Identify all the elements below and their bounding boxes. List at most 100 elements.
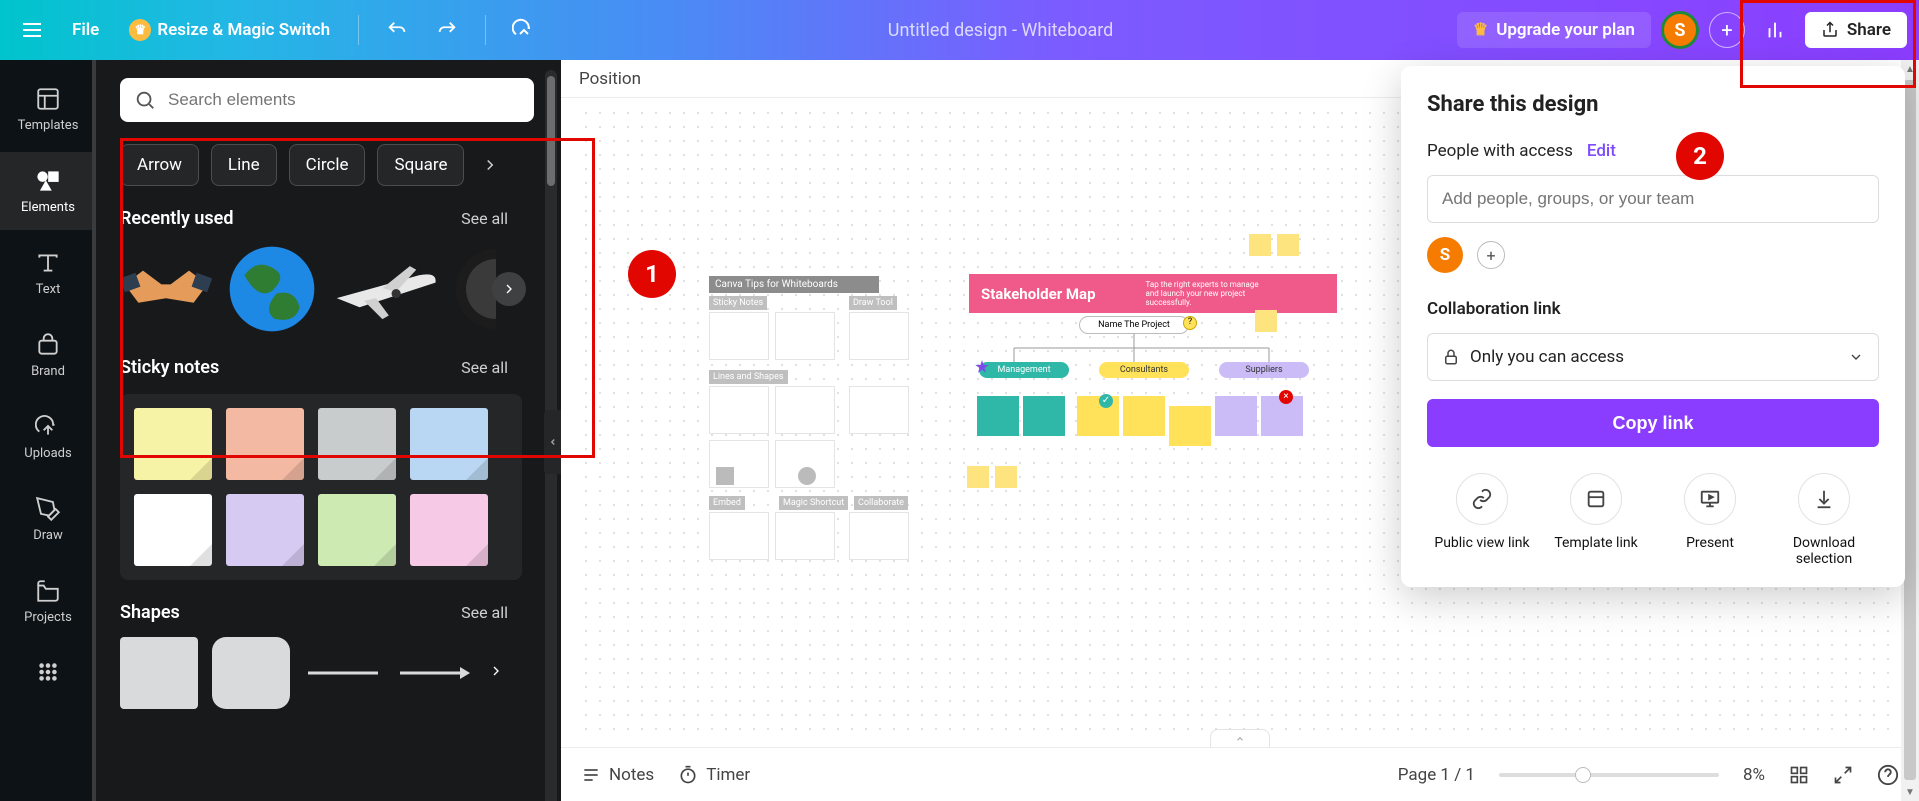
canvas-card[interactable] [709,386,769,434]
canvas-sticky[interactable] [1023,396,1065,436]
sticky-note-thumb[interactable] [410,494,488,566]
canvas-sticky[interactable] [967,466,989,488]
search-input[interactable] [168,90,520,110]
rail-templates[interactable]: Templates [0,70,96,148]
rail-uploads[interactable]: Uploads [0,398,96,476]
page-indicator[interactable]: Page 1 / 1 [1398,765,1475,785]
rail-label: Elements [21,200,75,215]
chevron-down-icon [1848,349,1864,365]
element-thumb[interactable] [456,249,496,329]
sticky-note-thumb[interactable] [318,494,396,566]
pill-management[interactable]: Management [979,362,1069,378]
recent-scroll-right-icon[interactable] [492,272,526,306]
rail-draw[interactable]: Draw [0,480,96,558]
chip-scroll-right-icon[interactable] [476,151,504,179]
shape-arrow[interactable] [396,637,474,709]
canvas-card[interactable] [775,512,835,560]
shapes-see-all[interactable]: See all [461,603,508,622]
sticky-note-thumb[interactable] [134,408,212,480]
download-selection[interactable]: Download selection [1769,473,1879,567]
rail-elements[interactable]: Elements [0,152,96,230]
cloud-sync-icon[interactable] [504,10,544,50]
canvas-card[interactable] [849,386,909,434]
menu-icon[interactable] [12,10,52,50]
canvas-card[interactable] [709,512,769,560]
add-people-input[interactable] [1427,175,1879,223]
rail-projects[interactable]: Projects [0,562,96,640]
canvas-sticky[interactable] [1123,396,1165,436]
page-tray-toggle-icon[interactable] [1210,729,1270,747]
pill-suppliers[interactable]: Suppliers [1219,362,1309,378]
canvas-card[interactable] [775,440,835,488]
position-button[interactable]: Position [579,69,641,89]
file-menu[interactable]: File [62,14,109,46]
resize-button[interactable]: ♛ Resize & Magic Switch [119,13,340,47]
sticky-note-thumb[interactable] [318,408,396,480]
add-collaborator-icon[interactable]: + [1709,12,1745,48]
canvas-label: Draw Tool [849,296,897,310]
globe-icon[interactable] [226,243,318,335]
canvas-sticky[interactable] [1277,234,1299,256]
shape-rounded[interactable] [212,637,290,709]
check-icon: ✓ [1099,394,1113,408]
add-person-icon[interactable]: + [1477,241,1505,269]
shape-square[interactable] [120,637,198,709]
timer-button[interactable]: Timer [678,765,750,785]
shapes-scroll-right-icon[interactable] [488,663,504,683]
rail-brand[interactable]: Brand [0,316,96,394]
chip-square[interactable]: Square [377,144,464,186]
sticky-note-thumb[interactable] [226,408,304,480]
sticky-note-thumb[interactable] [410,408,488,480]
canvas-sticky[interactable] [1215,396,1257,436]
edit-access-link[interactable]: Edit [1587,141,1616,161]
canvas-sticky[interactable] [977,396,1019,436]
chip-arrow[interactable]: Arrow [120,144,199,186]
upgrade-button[interactable]: ♛ Upgrade your plan [1457,12,1651,48]
avatar[interactable]: S [1661,11,1699,49]
pill-consultants[interactable]: Consultants [1099,362,1189,378]
analytics-icon[interactable] [1755,10,1795,50]
stakeholder-header[interactable]: Stakeholder Map Tap the right experts to… [969,274,1337,313]
canvas-card[interactable] [775,386,835,434]
fullscreen-icon[interactable] [1833,765,1853,785]
sticky-title: Sticky notes [120,357,219,378]
canvas-card[interactable] [849,512,909,560]
canvas-card[interactable] [849,312,909,360]
zoom-slider[interactable] [1499,773,1719,777]
shape-line[interactable] [304,637,382,709]
canvas-card[interactable] [709,312,769,360]
copy-link-button[interactable]: Copy link [1427,399,1879,447]
collapse-panel-icon[interactable] [544,410,561,474]
handshake-icon[interactable] [120,252,212,326]
canvas-card[interactable] [709,440,769,488]
redo-icon[interactable] [427,10,467,50]
canvas-sticky[interactable] [1255,310,1277,332]
rail-text[interactable]: Text [0,234,96,312]
share-button[interactable]: Share [1805,12,1907,48]
recent-see-all[interactable]: See all [461,209,508,228]
zoom-value[interactable]: 8% [1743,765,1765,785]
canvas-card[interactable] [775,312,835,360]
undo-icon[interactable] [377,10,417,50]
public-view-link[interactable]: Public view link [1427,473,1537,567]
canvas-sticky[interactable] [1169,406,1211,446]
stakeholder-sub: Tap the right experts to manage and laun… [1146,280,1266,307]
template-link[interactable]: Template link [1541,473,1651,567]
canvas-sticky[interactable] [1249,234,1271,256]
chip-line[interactable]: Line [211,144,277,186]
help-icon[interactable] [1877,764,1899,786]
shapes-row [120,637,520,709]
present-link[interactable]: Present [1655,473,1765,567]
access-dropdown[interactable]: Only you can access [1427,333,1879,381]
sticky-note-thumb[interactable] [226,494,304,566]
document-title[interactable]: Untitled design - Whiteboard [888,20,1114,41]
sticky-note-thumb[interactable] [134,494,212,566]
chip-circle[interactable]: Circle [289,144,366,186]
rail-apps[interactable] [0,644,96,700]
avatar[interactable]: S [1427,237,1463,273]
airplane-icon[interactable] [332,257,442,321]
grid-view-icon[interactable] [1789,765,1809,785]
notes-button[interactable]: Notes [581,765,654,785]
canvas-sticky[interactable] [995,466,1017,488]
sticky-see-all[interactable]: See all [461,358,508,377]
